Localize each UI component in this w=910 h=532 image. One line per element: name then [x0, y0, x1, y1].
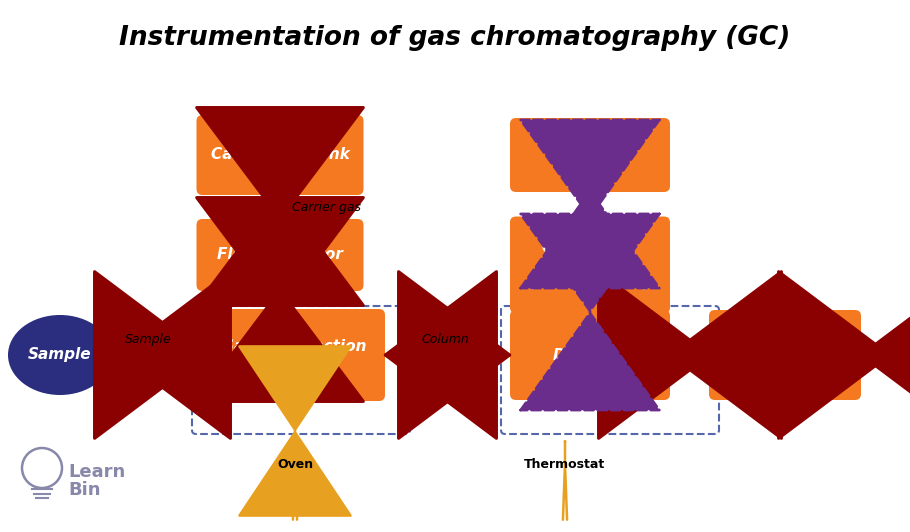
Text: Column: Column: [421, 333, 469, 346]
FancyBboxPatch shape: [510, 310, 670, 400]
Text: Oven: Oven: [277, 458, 313, 471]
Ellipse shape: [8, 315, 112, 395]
FancyBboxPatch shape: [709, 310, 861, 400]
FancyBboxPatch shape: [205, 309, 385, 401]
Text: Computer /
Processor
(Data system): Computer / Processor (Data system): [530, 240, 651, 290]
Text: Sample injection
Chamber: Sample injection Chamber: [223, 339, 367, 371]
Text: Bin: Bin: [68, 481, 100, 499]
Text: Carrier gas tank: Carrier gas tank: [210, 147, 349, 162]
Text: Detector: Detector: [552, 347, 627, 362]
Text: Sample: Sample: [28, 347, 92, 362]
Text: Display: Display: [559, 147, 622, 162]
Text: Flow meter: Flow meter: [736, 347, 834, 362]
Text: Thermostat: Thermostat: [524, 458, 606, 471]
FancyBboxPatch shape: [510, 118, 670, 192]
Text: Learn: Learn: [68, 463, 126, 481]
FancyBboxPatch shape: [197, 115, 363, 195]
Text: Carrier gas: Carrier gas: [292, 201, 361, 213]
FancyBboxPatch shape: [197, 219, 363, 291]
Text: Instrumentation of gas chromatography (GC): Instrumentation of gas chromatography (G…: [119, 25, 791, 51]
Text: Flow regulator: Flow regulator: [217, 247, 343, 262]
Text: Sample: Sample: [125, 333, 171, 346]
FancyBboxPatch shape: [510, 217, 670, 313]
